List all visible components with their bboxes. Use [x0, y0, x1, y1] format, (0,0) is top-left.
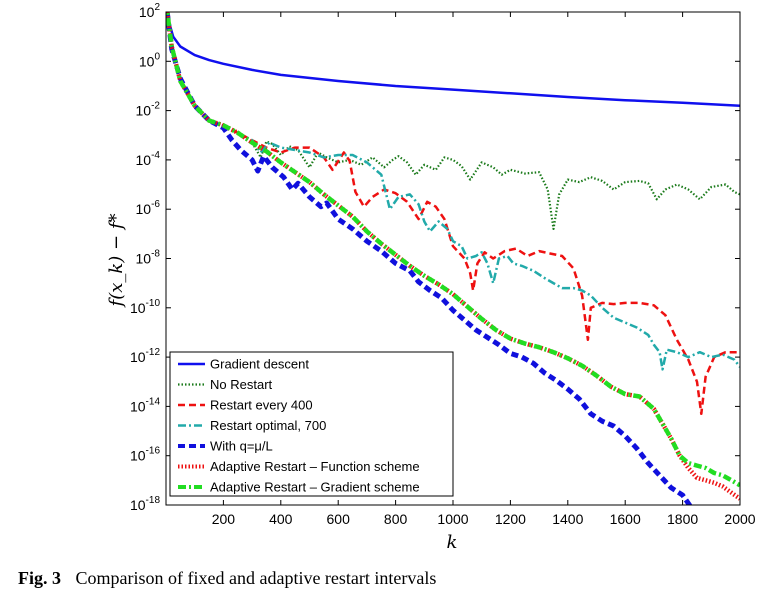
y-tick-label: 10-14	[130, 396, 160, 414]
series-line	[166, 12, 740, 371]
y-tick-label: 100	[139, 51, 161, 69]
x-tick-label: 1000	[437, 511, 468, 527]
legend-entry-label: With q=μ/L	[210, 439, 273, 454]
series-line	[166, 12, 740, 488]
legend-entry-label: Adaptive Restart – Gradient scheme	[210, 480, 420, 495]
x-tick-label: 200	[212, 511, 236, 527]
x-axis-label: k	[447, 532, 458, 553]
y-tick-label: 10-18	[130, 495, 160, 513]
y-tick-label: 10-12	[130, 347, 160, 365]
legend-entry-label: No Restart	[210, 377, 273, 392]
y-tick-labels: 102 100 10-2 10-4 10-6 10-8 10-10 10-12 10-14 10-…	[130, 2, 160, 513]
series-lines	[166, 12, 740, 505]
x-tick-label: 1800	[667, 511, 698, 527]
y-tick-label: 102	[139, 2, 161, 20]
x-tick-label: 1600	[610, 511, 641, 527]
legend-box	[169, 351, 454, 497]
figure-label: Fig. 3	[18, 568, 61, 588]
series-line	[166, 12, 740, 416]
x-tick-label: 2000	[724, 511, 755, 527]
y-tick-label: 10-16	[130, 446, 160, 464]
series-line	[166, 12, 740, 107]
figure-caption-text: Comparison of fixed and adaptive restart…	[75, 568, 437, 588]
figure-caption: Fig. 3 Comparison of fixed and adaptive …	[18, 568, 436, 589]
y-tick-label: 10-2	[136, 101, 161, 119]
y-tick-label: 10-4	[136, 150, 161, 168]
legend-entry-label: Restart optimal, 700	[210, 418, 326, 433]
series-line	[166, 12, 740, 501]
y-tick-label: 10-8	[136, 249, 161, 267]
y-axis-label: f(x_k) − f*	[106, 214, 127, 309]
y-tick-label: 10-10	[130, 298, 160, 316]
x-tick-label: 600	[327, 511, 351, 527]
legend-entry-label: Restart every 400	[210, 398, 313, 413]
x-tick-labels: 200 400 600 800 1000 1200 1400 1600 1800 2000	[212, 511, 756, 527]
x-tick-label: 1200	[495, 511, 526, 527]
x-tick-label: 1400	[552, 511, 583, 527]
x-tick-label: 400	[269, 511, 293, 527]
legend-entry-label: Gradient descent	[210, 357, 309, 372]
plot-frame	[165, 11, 741, 506]
series-line	[166, 12, 693, 505]
y-tick-label: 10-6	[136, 199, 161, 217]
legend: Gradient descent No Restart Restart every …	[169, 351, 454, 497]
legend-entry-label: Adaptive Restart – Function scheme	[210, 459, 420, 474]
x-tick-label: 800	[384, 511, 408, 527]
